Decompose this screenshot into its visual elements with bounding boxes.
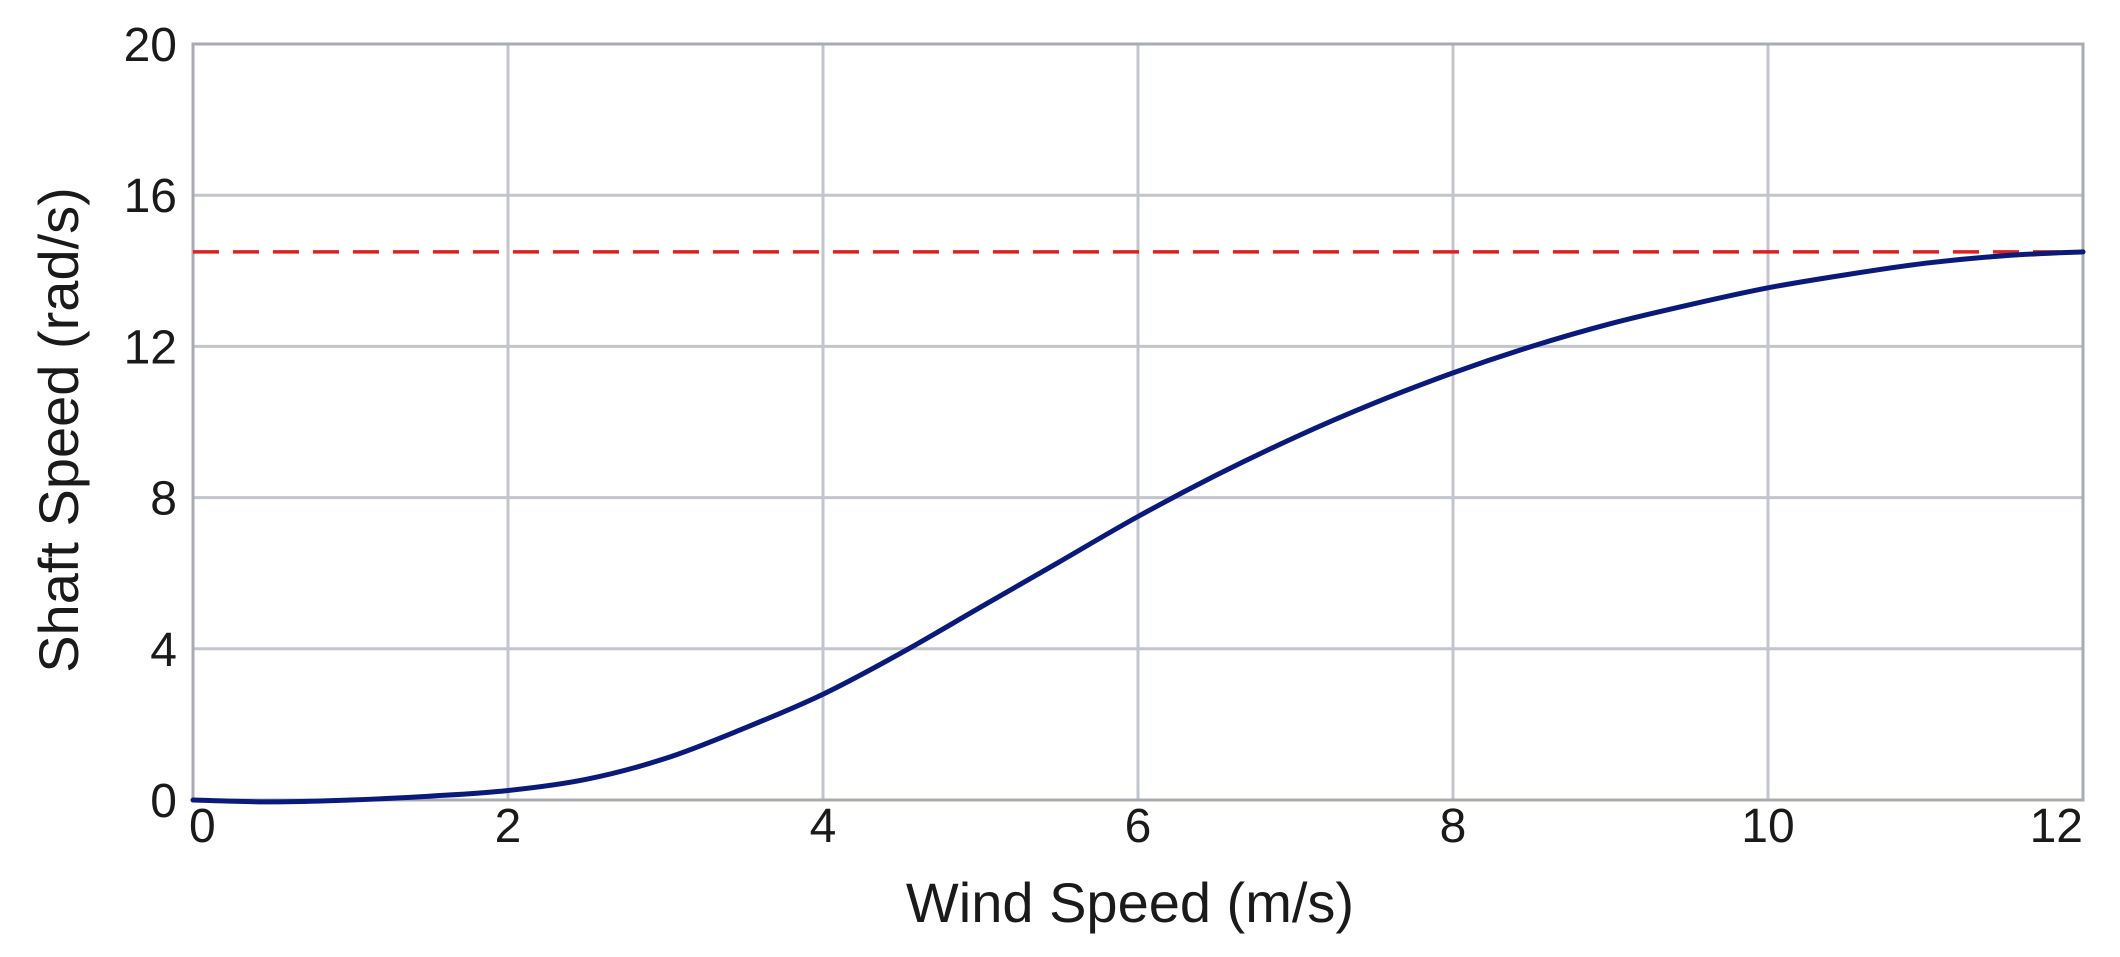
x-tick-label-3: 6	[1125, 800, 1152, 853]
y-tick-label-0: 0	[150, 775, 177, 828]
x-axis-label: Wind Speed (m/s)	[906, 871, 1354, 934]
x-tick-label-6: 12	[2030, 800, 2083, 853]
x-tick-label-2: 4	[810, 800, 837, 853]
y-tick-label-4: 16	[124, 170, 177, 223]
plot-frame	[191, 42, 2085, 802]
x-tick-label-1: 2	[495, 800, 522, 853]
x-tick-label-5: 10	[1741, 800, 1794, 853]
y-tick-label-1: 4	[150, 624, 177, 677]
y-tick-label-2: 8	[150, 473, 177, 526]
series-layer	[190, 249, 2086, 805]
x-tick-label-0: 0	[189, 800, 216, 853]
y-axis-ticks: 0 4 8 12 16 20	[124, 19, 177, 828]
x-axis-ticks: 0 2 4 6 8 10 12	[189, 800, 2083, 853]
y-tick-label-5: 20	[124, 19, 177, 72]
y-tick-label-3: 12	[124, 321, 177, 374]
y-axis-label: Shaft Speed (rad/s)	[27, 187, 90, 673]
grid	[191, 42, 2085, 802]
x-tick-label-4: 8	[1440, 800, 1467, 853]
series-line-0	[190, 249, 2086, 805]
